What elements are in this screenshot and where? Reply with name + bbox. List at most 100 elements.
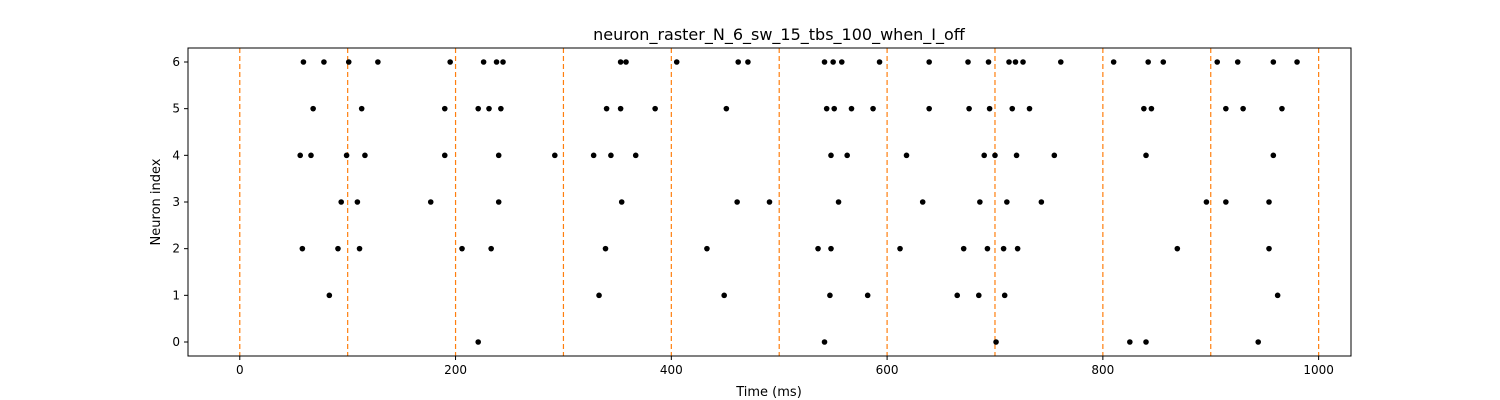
spike-point (326, 292, 333, 299)
spike-point (1004, 199, 1010, 205)
spike-point (1020, 59, 1026, 65)
spike-point (828, 152, 834, 159)
spike-point (1110, 59, 1117, 65)
spike-point (1009, 105, 1016, 112)
spike-point (1141, 105, 1147, 112)
y-axis-label: Neuron index (149, 158, 164, 245)
spike-point (590, 152, 597, 159)
spike-point (876, 59, 883, 65)
spike-point (815, 245, 821, 252)
spike-point (1270, 59, 1277, 65)
spike-point (1014, 245, 1021, 252)
spike-point (1270, 152, 1277, 159)
y-tick-label: 4 (172, 148, 180, 162)
spike-point (623, 59, 629, 65)
spike-point (821, 59, 828, 65)
y-tick-label: 1 (172, 288, 180, 302)
spike-point (343, 152, 350, 159)
spike-point (299, 245, 306, 252)
spike-point (500, 59, 506, 65)
spike-point (617, 105, 624, 112)
spike-point (1127, 339, 1133, 345)
spike-point (984, 245, 991, 252)
spike-point (1174, 245, 1181, 252)
spike-point (721, 292, 727, 299)
spike-point (1274, 292, 1281, 299)
spike-point (977, 199, 983, 205)
spike-point (596, 292, 602, 299)
spike-point (427, 199, 434, 205)
spike-point (354, 199, 361, 205)
spike-point (310, 105, 316, 112)
spike-point (1000, 245, 1007, 252)
period-markers (239, 48, 1320, 356)
spike-point (486, 105, 492, 112)
spike-point (966, 105, 972, 112)
spike-point (475, 105, 482, 112)
spike-point (480, 59, 487, 65)
spike-point (602, 245, 609, 252)
spike-point (1214, 59, 1221, 65)
spike-point (300, 59, 307, 65)
spike-point (960, 245, 967, 252)
spike-point (495, 199, 502, 205)
spike-point (827, 292, 833, 299)
spike-point (844, 152, 850, 159)
spike-point (965, 59, 971, 65)
spike-point (459, 245, 465, 252)
x-tick-label: 200 (444, 363, 467, 377)
spike-point (1148, 105, 1155, 112)
spike-point (1051, 152, 1058, 159)
spike-point (1255, 339, 1262, 345)
spike-point (735, 59, 742, 65)
spike-point (495, 152, 502, 159)
x-axis-label: Time (ms) (735, 385, 802, 400)
spike-point (493, 59, 500, 65)
spike-point (358, 105, 365, 112)
spike-point (992, 152, 998, 159)
x-tick-label: 600 (876, 363, 899, 377)
spike-point (362, 152, 368, 159)
spike-point (345, 59, 352, 65)
spike-point (1006, 59, 1012, 65)
spike-point (823, 105, 830, 112)
spike-point (1145, 59, 1151, 65)
spike-point (870, 105, 876, 112)
spike-point (1143, 339, 1149, 345)
y-axis-ticks: 0 1 2 3 4 5 6 (172, 55, 188, 349)
spike-point (919, 199, 926, 205)
x-tick-label: 0 (236, 363, 244, 377)
spike-point (652, 105, 658, 112)
spike-point (475, 339, 482, 345)
y-tick-label: 5 (172, 102, 180, 116)
spike-point (723, 105, 730, 112)
spike-point (335, 245, 341, 252)
x-tick-label: 800 (1091, 363, 1114, 377)
spike-point (603, 105, 610, 112)
spike-point (897, 245, 903, 252)
spike-point (488, 245, 494, 252)
spike-point (1057, 59, 1064, 65)
spike-point (618, 199, 625, 205)
spike-point (1279, 105, 1285, 112)
spike-point (848, 105, 855, 112)
spike-point (864, 292, 871, 299)
spike-point (1143, 152, 1149, 159)
spike-point (297, 152, 304, 159)
spike-point (498, 105, 504, 112)
spike-point (673, 59, 680, 65)
spike-point (632, 152, 639, 159)
spike-point (552, 152, 558, 159)
spike-point (375, 59, 381, 65)
spike-point (926, 59, 932, 65)
spike-point (1012, 59, 1019, 65)
spike-point (441, 105, 448, 112)
spike-point (704, 245, 710, 252)
spike-point (441, 152, 448, 159)
spike-point (1234, 59, 1241, 65)
spike-point (981, 152, 987, 159)
spike-point (745, 59, 751, 65)
spike-point (986, 105, 993, 112)
spike-point (1026, 105, 1033, 112)
y-tick-label: 3 (172, 195, 180, 209)
